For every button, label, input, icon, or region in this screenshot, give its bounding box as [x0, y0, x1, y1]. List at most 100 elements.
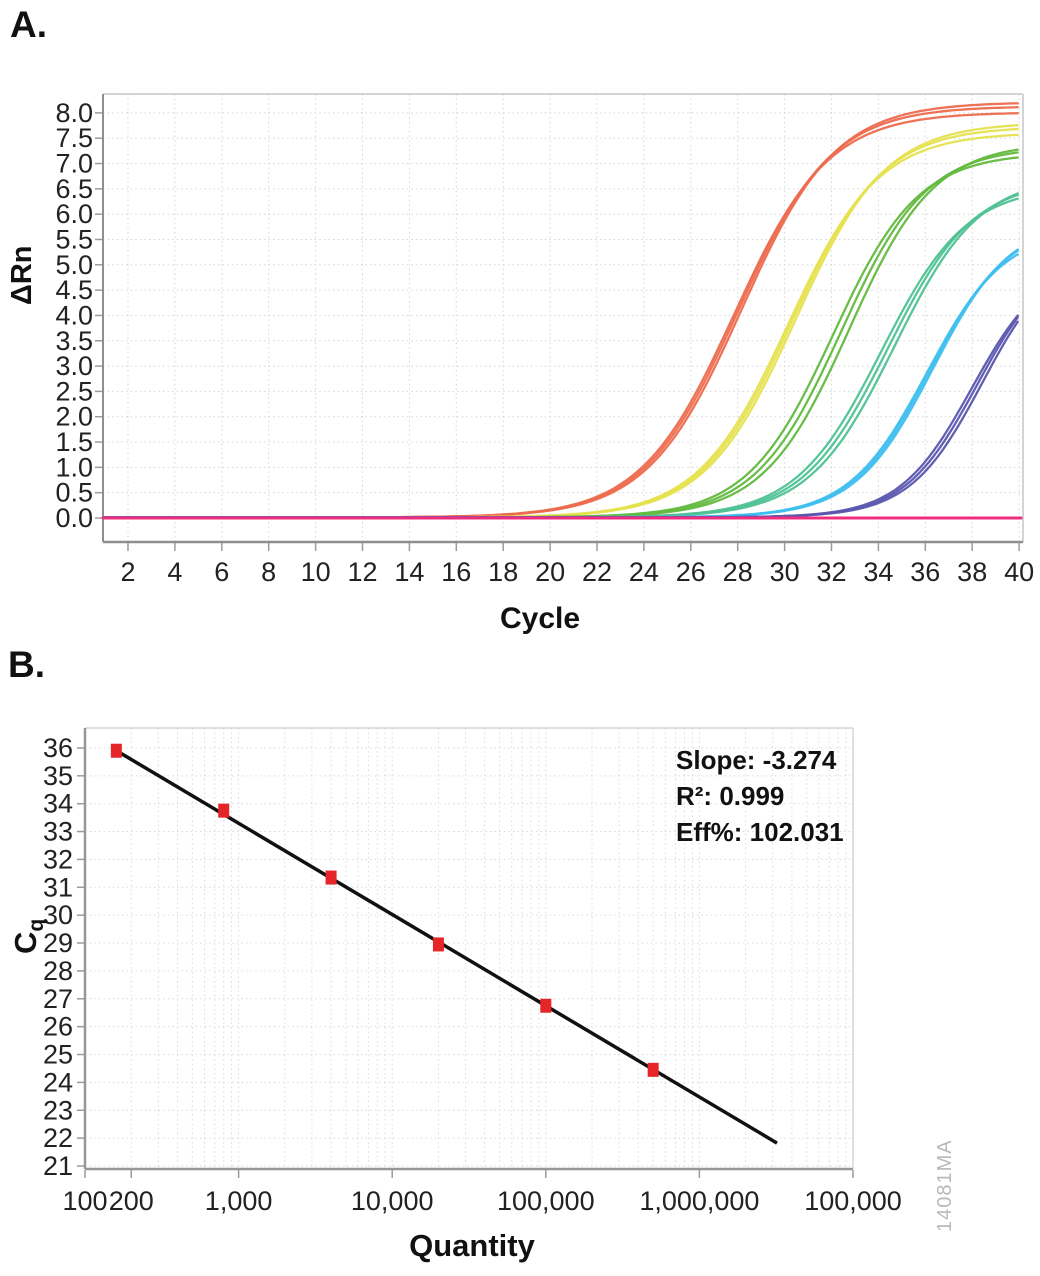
cycle-axis-label: Cycle [499, 602, 581, 635]
standard-point [432, 937, 444, 952]
svg-text:36: 36 [910, 557, 940, 587]
grid-a [103, 94, 1023, 542]
x-tick-labels-b: 100 200 1,000 10,000 100,000 1,000,000 100,000 [62, 1186, 901, 1216]
ticks-b [77, 747, 854, 1178]
svg-text:100,000: 100,000 [804, 1186, 902, 1216]
svg-text:100,000: 100,000 [497, 1186, 595, 1216]
svg-text:40: 40 [1004, 557, 1034, 587]
curve-teal [101, 197, 1019, 519]
svg-text:4.5: 4.5 [55, 275, 93, 305]
curve-yellow [101, 133, 1019, 519]
svg-text:35: 35 [43, 761, 73, 791]
svg-text:32: 32 [816, 557, 846, 587]
slope-value: Slope: -3.274 [676, 745, 837, 775]
svg-text:27: 27 [43, 984, 73, 1014]
svg-text:23: 23 [43, 1095, 73, 1125]
svg-text:2.0: 2.0 [55, 402, 93, 432]
svg-text:22: 22 [582, 557, 612, 587]
svg-text:12: 12 [347, 557, 377, 587]
svg-text:1.0: 1.0 [55, 452, 93, 482]
svg-text:36: 36 [43, 733, 73, 763]
svg-text:3.5: 3.5 [55, 326, 93, 356]
svg-text:4.0: 4.0 [55, 300, 93, 330]
curve-green [101, 156, 1019, 519]
curve-purple [101, 316, 1019, 519]
svg-text:32: 32 [43, 844, 73, 874]
curve-green [101, 151, 1019, 519]
svg-text:22: 22 [43, 1123, 73, 1153]
svg-text:6.5: 6.5 [55, 174, 93, 204]
r-squared-value: R²: 0.999 [676, 781, 785, 811]
svg-text:3.0: 3.0 [55, 351, 93, 381]
svg-text:0.5: 0.5 [55, 478, 93, 508]
standard-curve-plot: 100 200 1,000 10,000 100,000 1,000,000 100,000… [43, 727, 902, 1216]
svg-text:26: 26 [43, 1012, 73, 1042]
svg-text:200: 200 [109, 1186, 154, 1216]
svg-text:25: 25 [43, 1040, 73, 1070]
svg-text:34: 34 [43, 789, 73, 819]
curve-green [101, 148, 1019, 519]
svg-text:6.0: 6.0 [55, 199, 93, 229]
svg-text:33: 33 [43, 817, 73, 847]
svg-text:18: 18 [488, 557, 518, 587]
standard-point [540, 998, 552, 1013]
panel-b-label: B. [8, 644, 45, 685]
standard-point [218, 803, 230, 818]
y-tick-labels-a: 0.00.51.01.52.02.53.03.54.04.55.05.56.06… [55, 98, 93, 533]
panel-a-label: A. [10, 4, 47, 45]
svg-text:24: 24 [629, 557, 659, 587]
curve-yellow [101, 127, 1019, 519]
svg-text:16: 16 [441, 557, 471, 587]
svg-text:4: 4 [167, 557, 182, 587]
svg-text:31: 31 [43, 872, 73, 902]
svg-text:26: 26 [676, 557, 706, 587]
cq-axis-label-main: C [8, 931, 43, 954]
curve-cyan [101, 249, 1019, 519]
regression-stats: Slope: -3.274 R²: 0.999 Eff%: 102.031 [676, 742, 844, 850]
svg-text:10: 10 [301, 557, 331, 587]
svg-text:24: 24 [43, 1067, 73, 1097]
curve-yellow [101, 124, 1019, 519]
standard-points [110, 743, 659, 1077]
figure-id-watermark: 14081MA [934, 1139, 956, 1232]
delta-rn-axis-label: ΔRn [6, 245, 38, 305]
cq-axis-label-sub: q [25, 918, 49, 932]
standard-point [325, 870, 337, 885]
svg-text:10,000: 10,000 [351, 1186, 434, 1216]
svg-text:30: 30 [43, 900, 73, 930]
quantity-axis-label: Quantity [409, 1228, 535, 1263]
svg-text:14: 14 [394, 557, 424, 587]
ticks-a [95, 112, 1020, 551]
svg-text:21: 21 [43, 1151, 73, 1181]
svg-text:6: 6 [214, 557, 229, 587]
standard-point [647, 1062, 659, 1077]
svg-text:1,000: 1,000 [205, 1186, 273, 1216]
svg-text:0.0: 0.0 [55, 503, 93, 533]
svg-text:28: 28 [43, 956, 73, 986]
efficiency-value: Eff%: 102.031 [676, 817, 844, 847]
svg-text:1,000,000: 1,000,000 [639, 1186, 759, 1216]
svg-text:5.0: 5.0 [55, 250, 93, 280]
svg-text:20: 20 [535, 557, 565, 587]
amplification-plot: 2 4 6 8 10 12 14 16 18 20 22 24 26 28 30 32 34 36 38 400.00… [55, 93, 1034, 587]
svg-text:100: 100 [62, 1186, 107, 1216]
x-tick-labels-a: 2 4 6 8 10 12 14 16 18 20 22 24 26 28 30 32 34 36 38 40 [120, 557, 1034, 587]
svg-text:29: 29 [43, 928, 73, 958]
curve-cyan [101, 253, 1019, 519]
svg-text:34: 34 [863, 557, 893, 587]
svg-text:28: 28 [723, 557, 753, 587]
svg-text:7.0: 7.0 [55, 149, 93, 179]
svg-text:7.5: 7.5 [55, 123, 93, 153]
svg-text:8: 8 [261, 557, 276, 587]
svg-text:2.5: 2.5 [55, 376, 93, 406]
svg-text:2: 2 [120, 557, 135, 587]
standard-point [110, 743, 122, 758]
svg-text:38: 38 [957, 557, 987, 587]
svg-text:30: 30 [770, 557, 800, 587]
amplification-curves [101, 102, 1023, 520]
svg-text:1.5: 1.5 [55, 427, 93, 457]
cq-axis-label: Cq [8, 919, 49, 954]
